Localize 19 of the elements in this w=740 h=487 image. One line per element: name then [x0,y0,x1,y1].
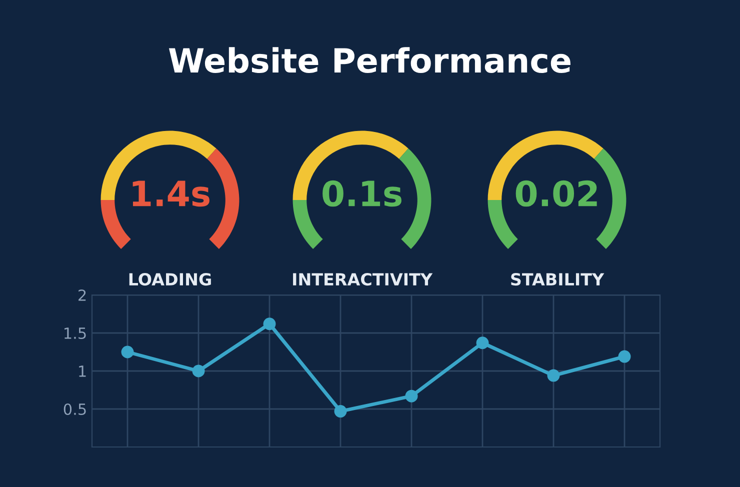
text: 0.1s [322,180,402,207]
y-tick-label: 1 [79,366,86,377]
point [405,390,418,402]
point [618,350,631,363]
text: 1.4s [132,180,210,207]
point [192,364,205,378]
text: 0.02 [516,180,597,207]
point [334,405,347,418]
point [547,369,560,382]
text: Website Performance [168,47,570,73]
point [263,318,276,330]
y-tick-label: 1.5 [64,328,86,340]
y-tick-label: 0.5 [64,403,86,416]
point [476,336,489,350]
text: STABILITY [511,272,604,286]
point [121,346,134,358]
text: INTERACTIVITY [293,272,433,286]
text: LOADING [129,272,211,286]
y-tick-label: 2 [78,289,86,301]
